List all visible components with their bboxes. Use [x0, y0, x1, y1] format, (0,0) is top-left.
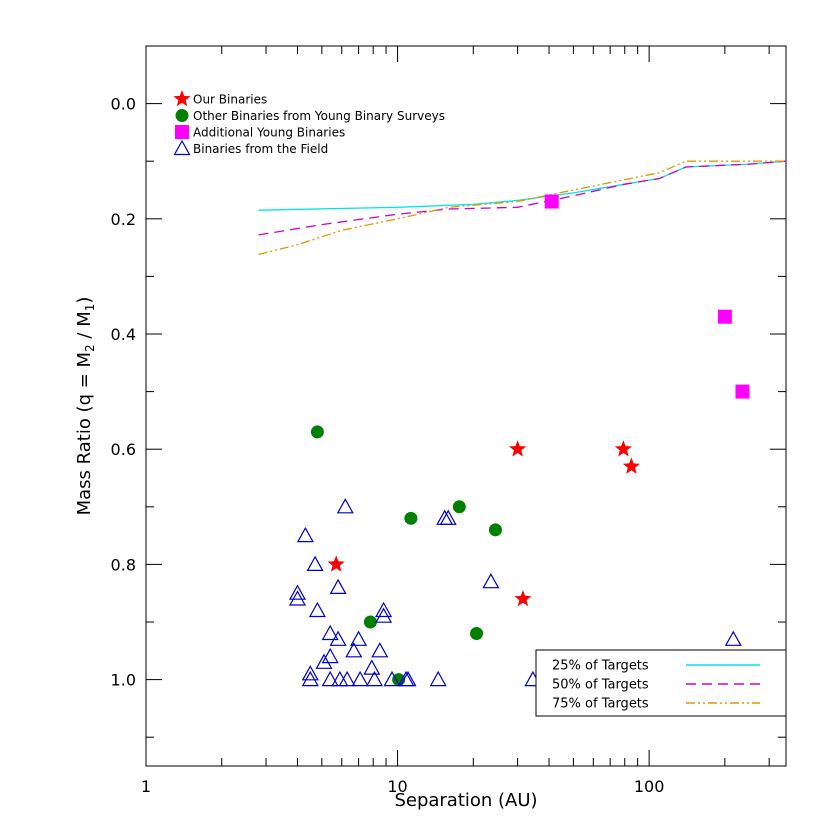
y-tick-label: 0.2 [111, 210, 136, 229]
y-axis-title-sub2: 2 [83, 344, 97, 352]
y-axis-title-sub1: 1 [83, 304, 97, 312]
triangle-open-point [439, 509, 457, 525]
circle-point [363, 615, 377, 629]
triangle-open-point [331, 670, 349, 687]
star-point [622, 457, 640, 474]
circle-point [470, 627, 484, 641]
triangle-open-point [301, 665, 319, 681]
legend-symbol-circle [175, 109, 189, 122]
triangle-open-point [724, 630, 742, 646]
star-point [509, 440, 527, 457]
legend-box-label: 50% of Targets [552, 678, 649, 693]
legend-box [535, 649, 787, 717]
y-axis-title-end: ) [74, 297, 95, 304]
triangle-open-point [363, 659, 381, 675]
triangle-open-point [288, 584, 307, 600]
square-point [735, 384, 750, 399]
circle-point [404, 511, 418, 525]
circle-point [488, 523, 502, 537]
axis-tick-labels: 1 10 100 0.0 0.2 0.4 0.6 0.8 1.0 [111, 95, 665, 796]
data-points [288, 194, 750, 687]
y-tick-label: 0.8 [111, 555, 136, 574]
completeness-curves [258, 160, 787, 256]
triangle-open-point [336, 498, 354, 514]
legend-top-left: Our Binaries Other Binaries from Young Bi… [173, 90, 445, 156]
circle-point [310, 425, 324, 439]
legend-label: Additional Young Binaries [193, 126, 345, 140]
y-tick-label: 0.6 [111, 440, 136, 459]
triangle-open-point [288, 590, 307, 606]
x-tick-label: 10 [387, 777, 407, 796]
triangle-open-point [351, 670, 369, 687]
plot-frame [145, 45, 787, 767]
legend-bottom-right: 25% of Targets 50% of Targets 75% of Targe… [535, 649, 787, 717]
curve-75-of-targets [258, 160, 786, 256]
y-axis-title-mid: / M [74, 311, 95, 344]
triangle-open-point [329, 630, 347, 646]
square-point [544, 194, 559, 209]
curve-25-of-targets [258, 160, 787, 211]
triangle-open-point [301, 670, 319, 687]
star-point [327, 555, 345, 572]
triangle-open-point [365, 670, 384, 687]
triangle-open-point [329, 578, 347, 595]
triangle-open-point [338, 670, 356, 687]
triangle-open-point [375, 607, 393, 623]
legend-box-label: 25% of Targets [552, 659, 649, 674]
triangle-open-point [321, 624, 339, 641]
legend-symbol-star [173, 90, 191, 107]
triangle-open-point [296, 526, 314, 543]
legend-symbol-triangle-open [173, 139, 191, 156]
triangle-open-point [350, 630, 368, 646]
x-axis-title: Separation (AU) [394, 790, 537, 811]
triangle-open-point [321, 647, 339, 664]
triangle-open-point [308, 601, 326, 618]
star-point [514, 590, 532, 607]
x-tick-label: 1 [141, 777, 151, 796]
legend-label: Other Binaries from Young Binary Surveys [193, 109, 445, 123]
triangle-open-point [482, 572, 500, 589]
y-tick-label: 1.0 [111, 671, 136, 690]
y-axis-title-main: Mass Ratio (q = M [74, 352, 95, 515]
circle-point [452, 500, 466, 514]
x-tick-label: 100 [634, 777, 665, 796]
y-tick-label: 0.4 [111, 325, 136, 344]
triangle-open-point [399, 670, 417, 687]
y-axis-title: Mass Ratio (q = M2 / M1) [74, 297, 97, 516]
triangle-open-point [345, 642, 363, 658]
triangle-open-point [371, 642, 389, 658]
triangle-open-point [315, 653, 333, 669]
triangle-open-point [383, 670, 401, 687]
triangle-open-point [321, 670, 339, 687]
legend-label: Our Binaries [193, 93, 267, 107]
y-tick-label: 0.0 [111, 95, 136, 114]
triangle-open-point [306, 555, 324, 572]
triangle-open-point [375, 601, 393, 618]
legend-box-label: 75% of Targets [552, 697, 649, 712]
square-point [717, 309, 732, 324]
legend-symbol-square [175, 125, 189, 139]
star-point [614, 440, 632, 457]
curve-50-of-targets [258, 160, 787, 236]
triangle-open-point [429, 670, 447, 687]
legend-label: Binaries from the Field [193, 142, 328, 156]
